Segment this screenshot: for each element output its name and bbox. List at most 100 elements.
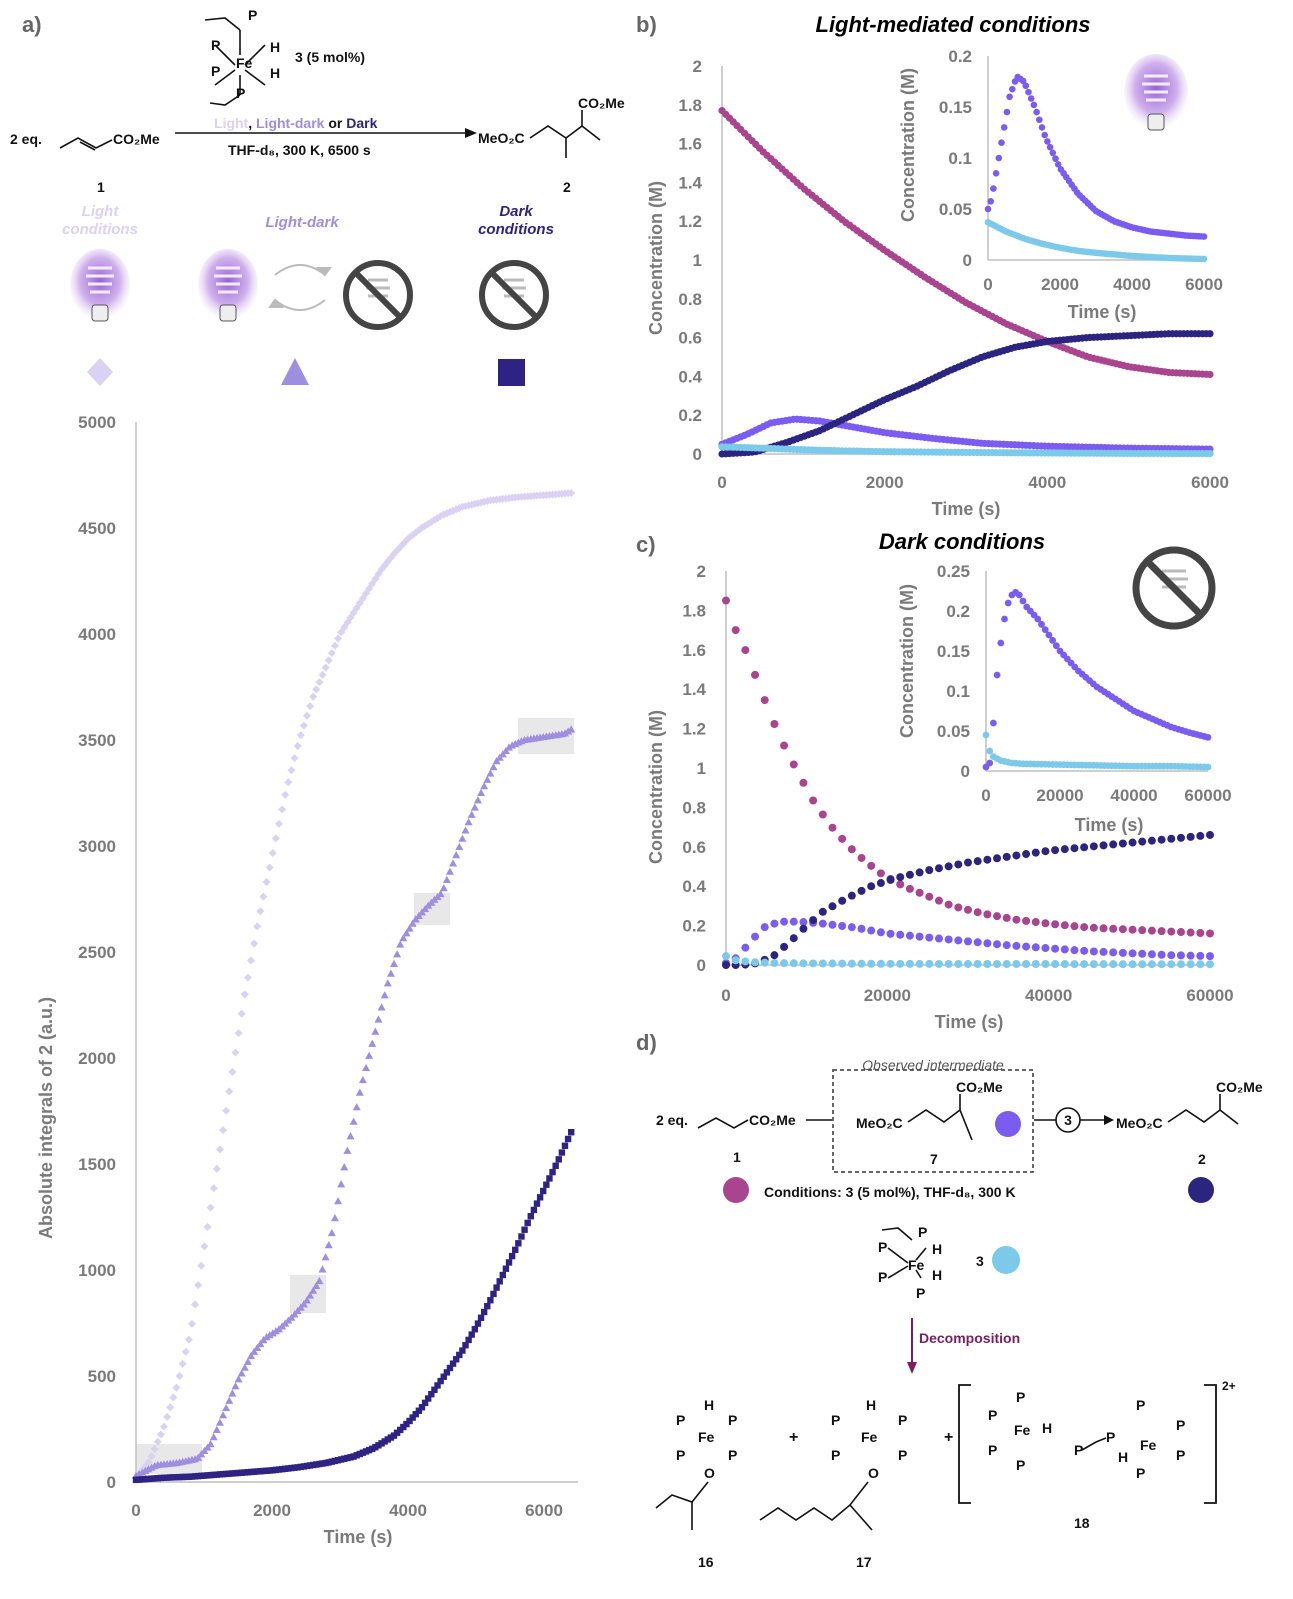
- data-point: [770, 919, 779, 928]
- data-point: [206, 1203, 215, 1212]
- p-atom: P: [916, 1285, 925, 1301]
- data-point: [200, 1242, 209, 1251]
- data-point: [321, 1253, 330, 1261]
- data-point: [480, 782, 489, 790]
- data-point: [1009, 85, 1016, 93]
- fe-atom: Fe: [908, 1257, 925, 1273]
- y-axis-label: Absolute integrals of 2 (a.u.): [36, 997, 56, 1239]
- data-point: [1001, 615, 1008, 623]
- y-tick-label: 3000: [78, 837, 116, 856]
- panel-label-b: b): [636, 12, 657, 37]
- data-point: [886, 875, 895, 884]
- data-point: [1038, 620, 1045, 628]
- data-point: [741, 943, 750, 952]
- data-point: [838, 921, 847, 930]
- arrow-head: [465, 128, 477, 138]
- data-point: [896, 959, 905, 968]
- data-point: [1060, 960, 1069, 969]
- data-point: [159, 1422, 168, 1431]
- x-tick-label: 2000: [1041, 275, 1079, 294]
- data-series: [984, 218, 1208, 263]
- data-point: [1176, 833, 1185, 842]
- data-point: [442, 875, 451, 883]
- cond-lightdark: Light-dark: [256, 115, 325, 131]
- data-point: [1186, 832, 1195, 841]
- data-point: [409, 1414, 416, 1421]
- data-point: [153, 1437, 162, 1446]
- data-point: [915, 932, 924, 941]
- data-point: [731, 626, 740, 635]
- data-point: [998, 139, 1005, 146]
- data-point: [1054, 161, 1062, 168]
- data-point: [1080, 960, 1089, 969]
- y-tick-label: 1.2: [682, 720, 706, 739]
- data-point: [558, 1149, 566, 1156]
- data-point: [760, 923, 769, 932]
- catalyst-number: 3: [1064, 1112, 1072, 1128]
- data-point: [1118, 925, 1127, 934]
- cond-or: or: [324, 115, 346, 131]
- data-point: [1089, 960, 1098, 969]
- data-point: [1046, 143, 1054, 151]
- data-series: [722, 830, 1214, 969]
- data-point: [857, 886, 866, 895]
- y-tick-label: 1.4: [678, 173, 702, 192]
- data-point: [150, 1444, 159, 1453]
- data-point: [203, 1222, 212, 1231]
- data-point: [1051, 960, 1060, 969]
- data-point: [789, 959, 798, 968]
- data-point: [518, 1233, 525, 1240]
- bond: [959, 1109, 973, 1141]
- data-point: [915, 868, 924, 877]
- x-tick-label: 0: [983, 275, 992, 294]
- data-point: [405, 533, 414, 542]
- data-point: [983, 960, 992, 969]
- data-point: [365, 1051, 374, 1059]
- y-tick-label: 1000: [78, 1261, 116, 1280]
- y-tick-label: 0.6: [678, 329, 702, 348]
- data-point: [1031, 848, 1040, 857]
- inter-color-dot: [995, 1111, 1021, 1137]
- data-point: [191, 1300, 200, 1309]
- data-point: [954, 959, 963, 968]
- data-point: [1052, 155, 1059, 162]
- data-point: [1157, 960, 1166, 969]
- data-point: [278, 805, 287, 814]
- data-point: [340, 1163, 349, 1171]
- data-point: [461, 826, 470, 834]
- data-point: [296, 731, 305, 740]
- data-point: [194, 1281, 203, 1290]
- data-point: [284, 778, 293, 787]
- data-point: [399, 934, 408, 942]
- data-point: [474, 1320, 482, 1327]
- y-axis-label: Concentration (M): [646, 181, 666, 335]
- svg-text:O: O: [868, 1465, 879, 1481]
- cat-color-dot: [992, 1246, 1020, 1274]
- svg-text:P: P: [1016, 1457, 1025, 1473]
- data-point: [818, 959, 827, 968]
- y-tick-label: 1.6: [678, 135, 702, 154]
- dark-label: conditions: [478, 221, 554, 238]
- data-point: [306, 702, 315, 711]
- data-point: [838, 896, 847, 905]
- complex-16-structure: P P Fe H P P O: [655, 1397, 737, 1530]
- data-point: [477, 788, 486, 797]
- data-point: [789, 917, 798, 926]
- x-tick-label: 0: [721, 986, 730, 1005]
- data-point: [1109, 948, 1118, 957]
- data-point: [1036, 116, 1043, 124]
- data-point: [964, 937, 972, 946]
- inter-ester: CO₂Me: [956, 1079, 1003, 1095]
- data-point: [1012, 851, 1021, 860]
- data-point: [1002, 960, 1011, 969]
- data-point: [905, 884, 914, 893]
- data-point: [368, 1039, 377, 1047]
- data-point: [857, 924, 866, 933]
- dark-label: Dark: [499, 203, 533, 220]
- lit-bulb-icon: [1124, 54, 1188, 131]
- y-tick-label: 1.2: [678, 212, 702, 231]
- data-point: [568, 1129, 575, 1136]
- data-point: [1004, 599, 1012, 607]
- data-point: [309, 692, 318, 701]
- data-point: [876, 928, 885, 937]
